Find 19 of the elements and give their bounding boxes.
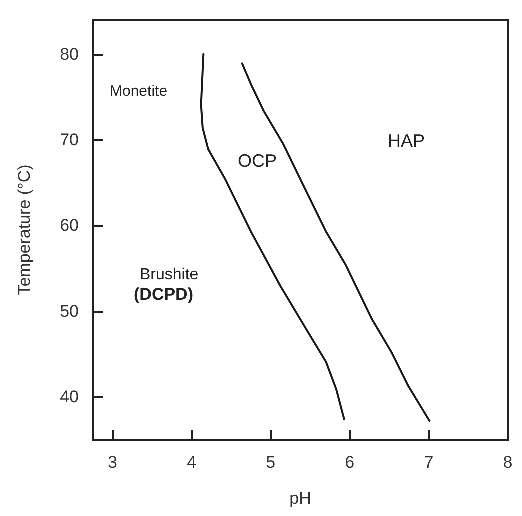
x-tick-label: 8 <box>503 453 513 472</box>
y-tick-label: 80 <box>60 44 79 64</box>
x-tick-label: 3 <box>108 453 118 472</box>
annotation: OCP <box>238 151 278 171</box>
x-tick-label: 4 <box>187 453 197 472</box>
x-tick-label: 6 <box>345 453 355 472</box>
y-axis-title: Temperature (°C) <box>15 164 34 296</box>
y-tick-label: 40 <box>60 388 79 407</box>
annotation: HAP <box>388 131 426 151</box>
annotation: Brushite <box>140 266 199 284</box>
annotation: Monetite <box>110 83 168 100</box>
x-axis-title: pH <box>290 489 312 508</box>
y-tick-label: 60 <box>60 216 79 236</box>
annotation: (DCPD) <box>134 285 194 304</box>
x-tick-label: 5 <box>266 453 276 472</box>
x-tick-label: 7 <box>424 453 434 472</box>
line-series <box>200 53 346 420</box>
y-tick-label: 70 <box>60 130 79 150</box>
y-tick-label: 50 <box>60 302 79 321</box>
